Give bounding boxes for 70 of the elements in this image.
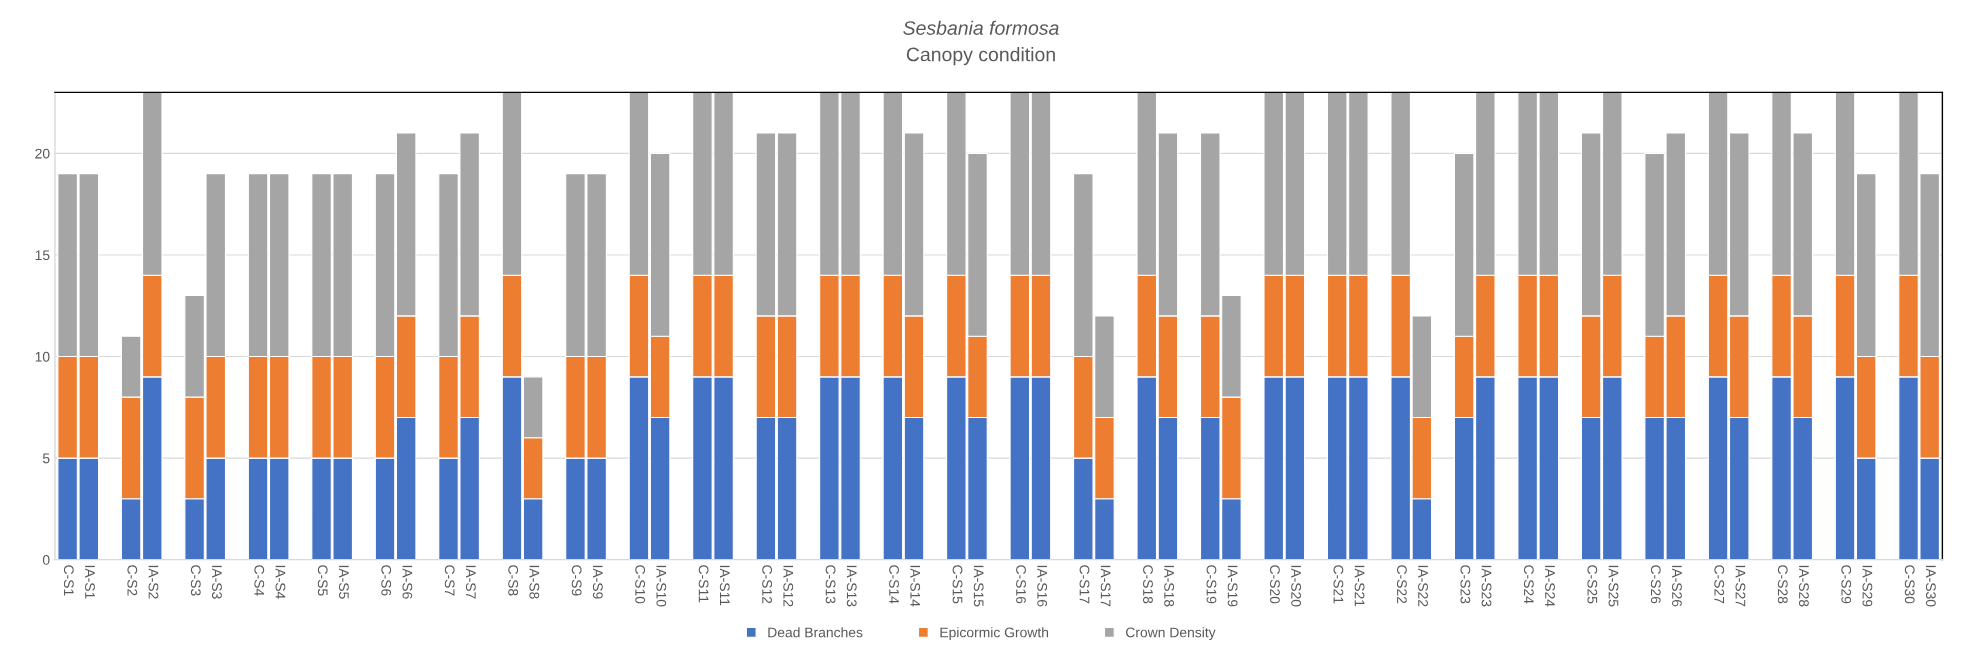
x-tick-label: IA-S22 [1418, 565, 1428, 607]
x-tick-label: C-S24 [1523, 565, 1534, 604]
x-tick-label: IA-S17 [1100, 565, 1111, 607]
legend-label: Epicormic Growth [940, 627, 1049, 641]
y-tick-label: 0 [42, 555, 50, 565]
x-tick-label: C-S25 [1587, 565, 1598, 604]
legend-label: Crown Density [1126, 627, 1216, 641]
x-tick-label: IA-S6 [402, 565, 413, 599]
x-tick-label: IA-S24 [1545, 565, 1555, 607]
x-tick-label: C-S22 [1396, 565, 1407, 604]
x-tick-label: IA-S23 [1481, 565, 1492, 607]
x-tick-label: C-S16 [1016, 565, 1026, 604]
y-tick-label: 5 [42, 453, 50, 464]
y-tick-label: 15 [35, 250, 50, 261]
x-tick-label: C-S15 [952, 565, 963, 604]
x-tick-label: IA-S8 [529, 565, 540, 599]
x-tick-label: IA-S29 [1862, 565, 1873, 607]
x-tick-label: IA-S4 [275, 565, 286, 599]
x-tick-label: IA-S26 [1672, 565, 1682, 607]
x-tick-label: C-S18 [1143, 565, 1153, 604]
x-tick-label: IA-S12 [783, 565, 794, 607]
x-tick-label: C-S12 [762, 565, 773, 604]
x-tick-label: IA-S1 [85, 565, 95, 599]
x-tick-label: IA-S18 [1164, 565, 1175, 607]
x-tick-label: C-S19 [1206, 565, 1217, 604]
x-tick-label: IA-S28 [1799, 565, 1809, 607]
x-tick-label: C-S1 [63, 565, 74, 596]
x-tick-label: IA-S25 [1608, 565, 1619, 607]
x-tick-label: C-S8 [508, 565, 519, 596]
x-tick-label: C-S30 [1904, 565, 1915, 604]
x-tick-label: C-S29 [1841, 565, 1852, 604]
legend-label: Dead Branches [768, 627, 863, 638]
x-tick-label: IA-S7 [465, 565, 476, 599]
x-tick-label: C-S13 [825, 565, 836, 604]
x-tick-label: C-S4 [254, 565, 265, 596]
x-tick-label: IA-S16 [1037, 565, 1048, 607]
x-tick-label: C-S20 [1270, 565, 1280, 604]
x-tick-label: IA-S30 [1925, 565, 1936, 607]
x-tick-label: IA-S19 [1227, 565, 1238, 607]
chart-title: Sesbania formosa [903, 20, 1059, 35]
x-tick-label: IA-S2 [148, 565, 159, 599]
x-tick-label: C-S28 [1777, 565, 1788, 604]
x-tick-label: IA-S9 [592, 565, 603, 599]
x-tick-label: C-S2 [127, 565, 138, 596]
y-tick-label: 10 [35, 351, 50, 362]
x-tick-label: C-S17 [1079, 565, 1090, 604]
x-tick-label: C-S3 [190, 565, 201, 596]
x-tick-label: C-S7 [444, 565, 455, 596]
x-tick-label: IA-S13 [846, 565, 857, 607]
x-tick-label: IA-S14 [910, 565, 921, 607]
x-tick-label: C-S26 [1650, 565, 1661, 604]
x-tick-label: C-S5 [317, 565, 328, 596]
x-tick-label: IA-S27 [1735, 565, 1746, 607]
x-tick-label: IA-S11 [719, 565, 730, 606]
x-tick-label: IA-S3 [212, 565, 222, 599]
x-tick-label: C-S6 [381, 565, 392, 596]
x-tick-label: IA-S15 [973, 565, 984, 607]
x-tick-label: IA-S10 [656, 565, 667, 607]
chart-subtitle: Canopy condition [906, 47, 1055, 66]
x-tick-label: C-S10 [635, 565, 646, 604]
x-tick-label: C-S14 [889, 565, 899, 604]
x-tick-label: IA-S20 [1291, 565, 1301, 607]
x-tick-label: C-S9 [571, 565, 582, 596]
x-tick-label: IA-S21 [1354, 565, 1365, 607]
x-tick-label: IA-S5 [338, 565, 349, 599]
x-tick-label: C-S23 [1460, 565, 1471, 604]
y-tick-label: 20 [35, 148, 50, 159]
x-tick-label: C-S27 [1714, 565, 1725, 604]
x-tick-label: C-S11 [698, 565, 709, 603]
x-tick-label: C-S21 [1333, 565, 1344, 604]
